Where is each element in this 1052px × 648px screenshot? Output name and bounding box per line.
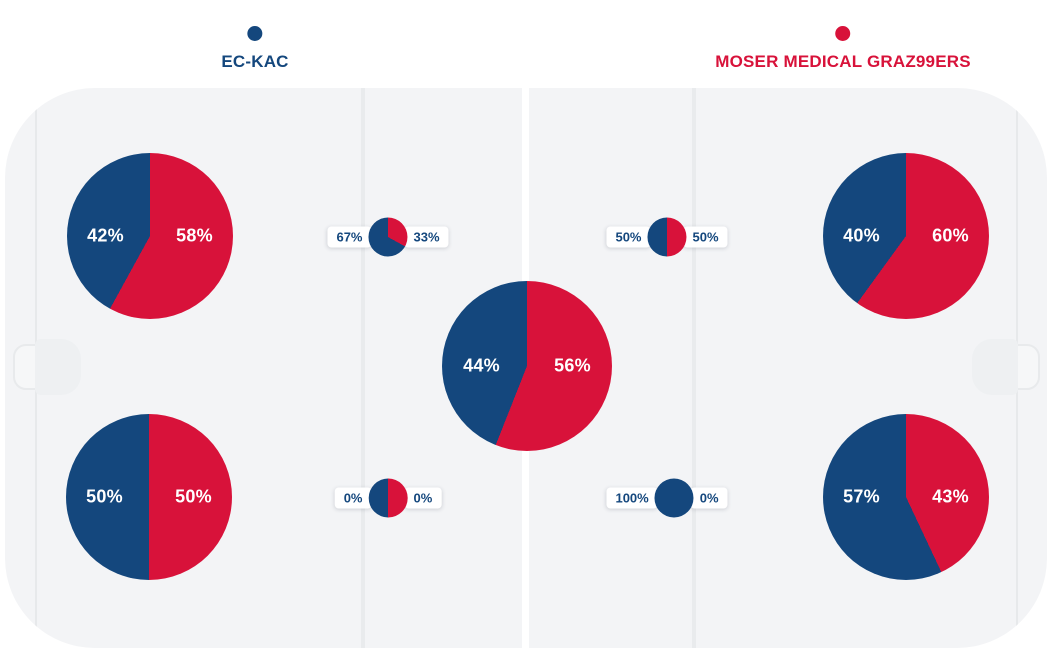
away-share-label: 58%: [176, 225, 213, 246]
blue-line-left: [361, 88, 365, 648]
home-share-pill: 100%: [606, 487, 658, 509]
pie-chart-left-top[interactable]: 42% 58%: [67, 153, 233, 319]
away-share-pill: 0%: [404, 487, 442, 509]
home-share-label: 42%: [87, 225, 124, 246]
away-share-pill: 33%: [404, 226, 449, 248]
pie-chart-center-ice[interactable]: 44% 56%: [442, 281, 612, 451]
legend-item-away-team[interactable]: MOSER MEDICAL GRAZ99ERS: [715, 26, 971, 72]
away-team-name: MOSER MEDICAL GRAZ99ERS: [715, 52, 971, 71]
pie-chart-neutral-right-top[interactable]: [647, 217, 687, 257]
home-share-pill: 50%: [606, 226, 651, 248]
home-share-pill: 67%: [327, 226, 372, 248]
legend: EC-KAC MOSER MEDICAL GRAZ99ERS: [0, 0, 1052, 88]
pie-chart-left-bottom[interactable]: 50% 50%: [66, 414, 232, 580]
faceoff-zone-right-bottom: 57% 43%: [823, 414, 989, 580]
home-team-color-dot: [247, 26, 263, 41]
faceoff-zone-neutral-right-top: 50% 50%: [606, 217, 728, 257]
faceoff-zone-neutral-left-top: 67% 33%: [327, 217, 449, 257]
home-share-label: 44%: [463, 355, 500, 376]
faceoff-zone-neutral-right-bottom: 100% 0%: [606, 478, 728, 518]
faceoff-zone-right-top: 40% 60%: [823, 153, 989, 319]
pie-chart-right-bottom[interactable]: 57% 43%: [823, 414, 989, 580]
away-share-label: 50%: [175, 486, 212, 507]
away-share-pill: 50%: [683, 226, 728, 248]
legend-item-home-team[interactable]: EC-KAC: [221, 26, 288, 72]
home-share-label: 57%: [843, 486, 880, 507]
away-share-label: 56%: [554, 355, 591, 376]
faceoff-zone-neutral-left-bottom: 0% 0%: [334, 478, 442, 518]
faceoff-zone-left-top: 42% 58%: [67, 153, 233, 319]
blue-line-right: [692, 88, 696, 648]
goal-left: [13, 344, 39, 390]
home-share-label: 50%: [86, 486, 123, 507]
home-share-pill: 0%: [334, 487, 372, 509]
pie-chart-neutral-right-bottom[interactable]: [654, 478, 694, 518]
home-share-label: 40%: [843, 225, 880, 246]
away-share-pill: 0%: [690, 487, 728, 509]
goal-crease-left: [35, 339, 81, 395]
pie-chart-neutral-left-bottom[interactable]: [368, 478, 408, 518]
goal-crease-right: [972, 339, 1018, 395]
faceoff-zone-center-ice: 44% 56%: [442, 281, 612, 451]
pie-chart-right-top[interactable]: 40% 60%: [823, 153, 989, 319]
away-team-color-dot: [835, 26, 851, 41]
away-share-label: 60%: [932, 225, 969, 246]
pie-chart-neutral-left-top[interactable]: [368, 217, 408, 257]
away-share-label: 43%: [932, 486, 969, 507]
faceoff-zone-left-bottom: 50% 50%: [66, 414, 232, 580]
home-team-name: EC-KAC: [221, 52, 289, 71]
